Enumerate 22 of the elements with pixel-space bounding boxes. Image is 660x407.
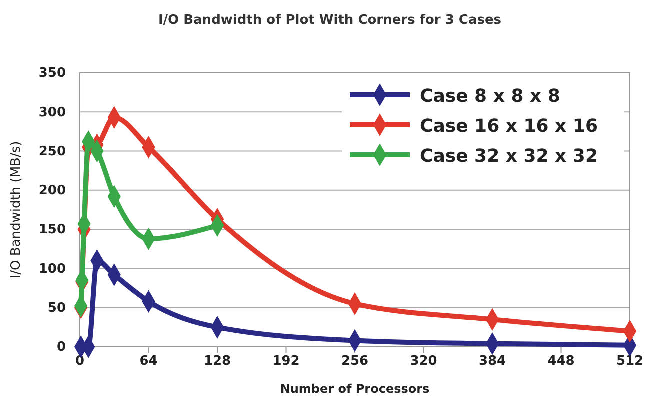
x-tick-label: 64 [140, 354, 158, 370]
legend-label: Case 32 x 32 x 32 [420, 146, 598, 167]
y-tick-label: 100 [38, 262, 66, 277]
y-tick-label: 250 [38, 144, 66, 160]
x-tick-label: 320 [410, 354, 438, 370]
x-tick-label: 448 [548, 354, 575, 370]
x-axis-title: Number of Processors [280, 382, 430, 396]
x-tick-label: 512 [616, 354, 644, 370]
y-tick-label: 300 [38, 105, 66, 120]
legend-label: Case 8 x 8 x 8 [420, 86, 560, 107]
x-tick-label: 256 [341, 354, 369, 370]
x-tick-label: 192 [272, 354, 300, 370]
y-tick-label: 150 [38, 222, 66, 238]
y-tick-label: 0 [56, 340, 66, 356]
x-tick-label: 128 [204, 354, 232, 370]
y-axis-title: I/O Bandwidth (MB/s) [9, 141, 24, 279]
x-tick-label: 384 [478, 354, 506, 370]
y-tick-label: 200 [38, 184, 66, 199]
y-tick-label: 50 [48, 301, 66, 316]
legend-label: Case 16 x 16 x 16 [420, 116, 598, 137]
y-tick-label: 350 [38, 66, 66, 82]
chart-title: I/O Bandwidth of Plot With Corners for 3 Cases [158, 13, 502, 28]
